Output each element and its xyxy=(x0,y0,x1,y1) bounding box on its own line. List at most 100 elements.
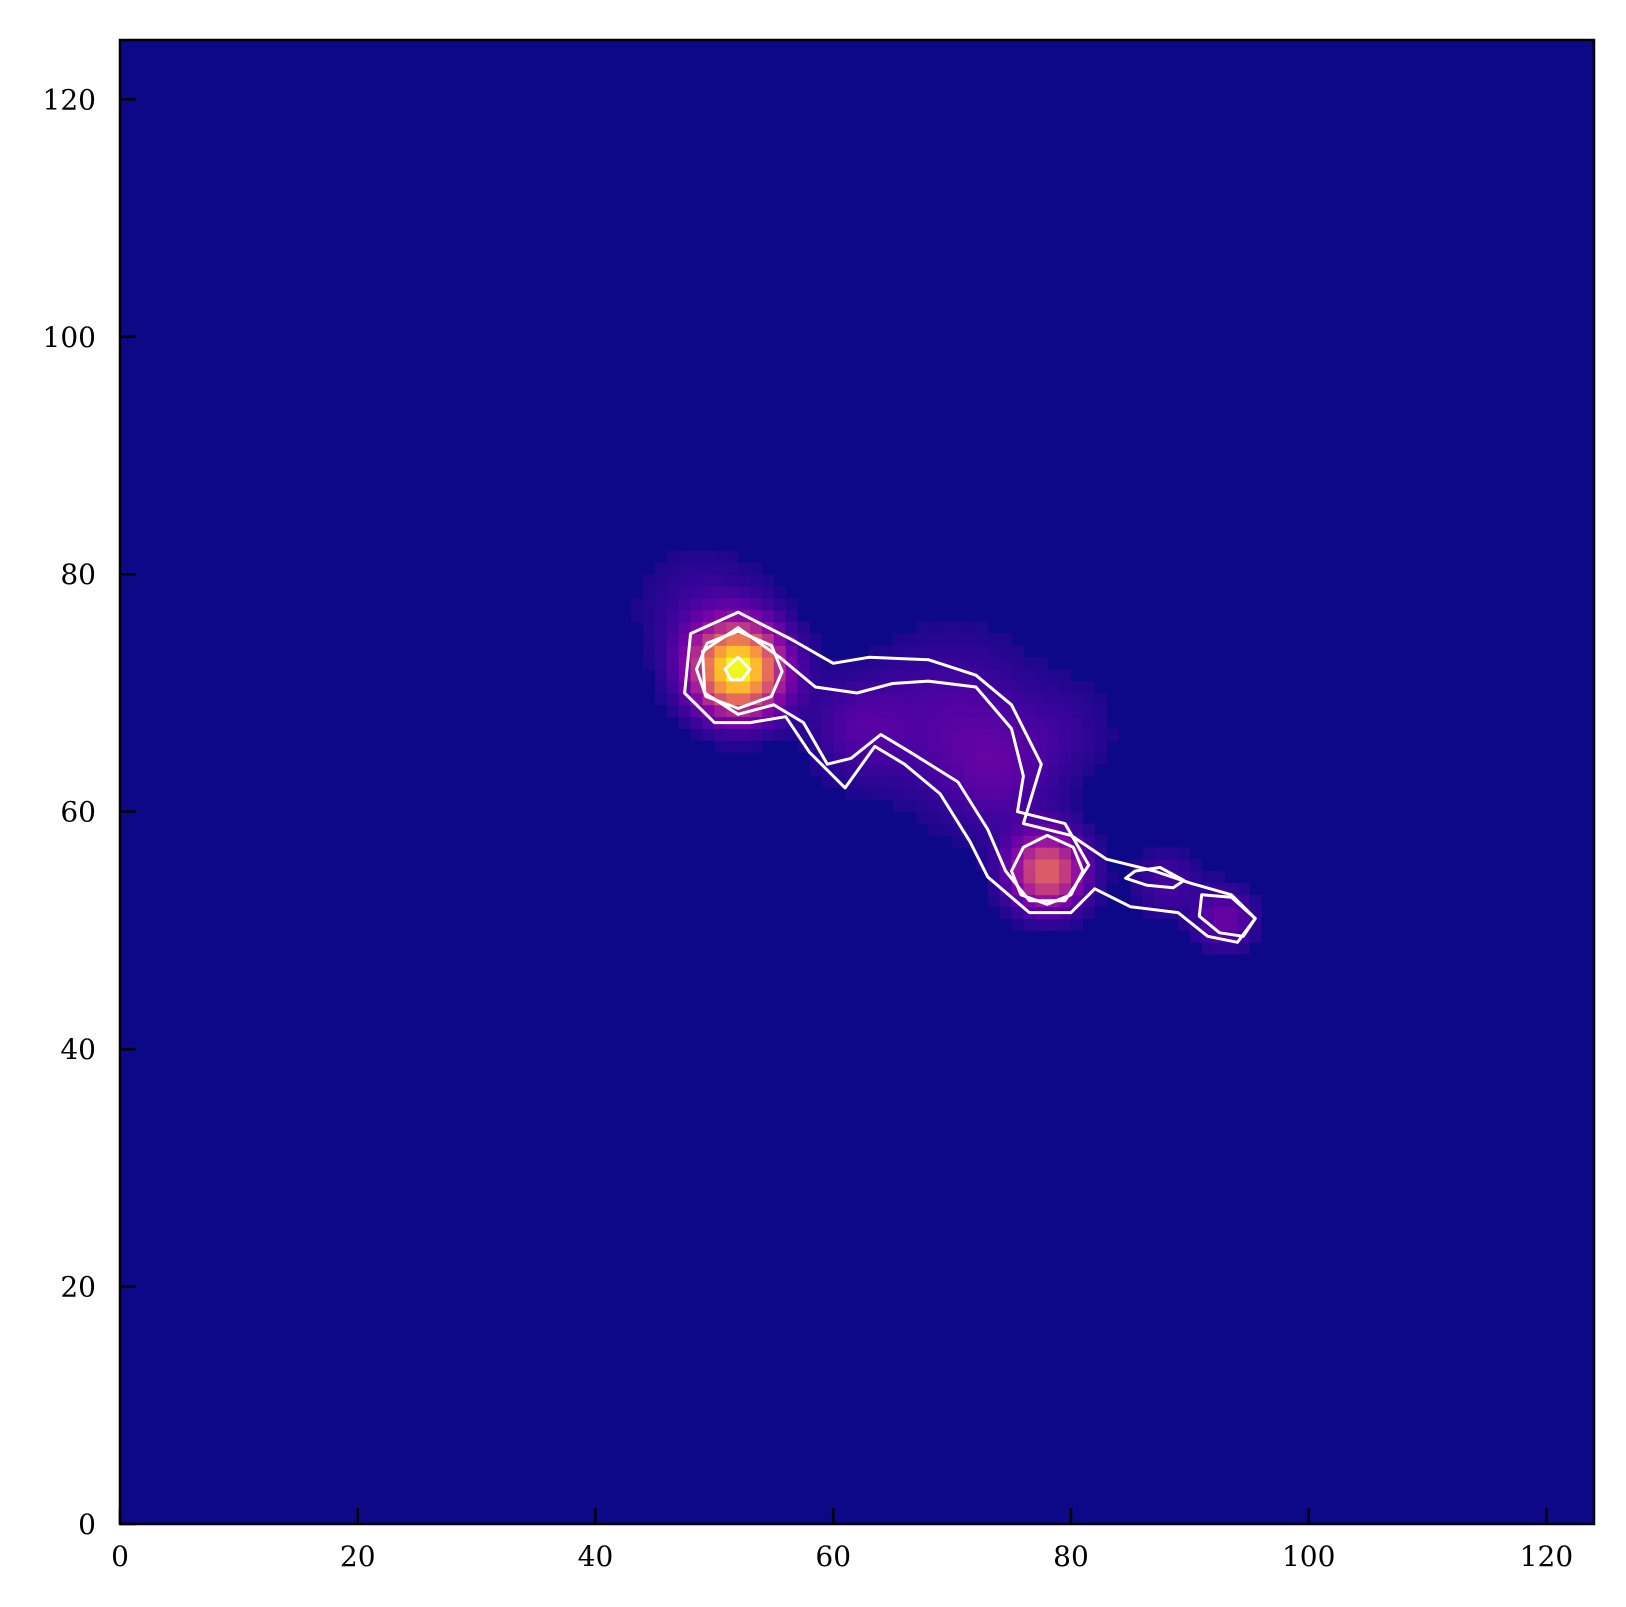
heatmap-cell xyxy=(987,728,1001,741)
heatmap-cell xyxy=(987,633,1001,646)
heatmap-cell xyxy=(714,574,727,587)
heatmap-cell xyxy=(1082,716,1096,729)
heatmap-cell xyxy=(1189,871,1203,884)
heatmap-cell xyxy=(1035,716,1048,729)
heatmap-cell xyxy=(833,692,846,706)
heatmap-cell xyxy=(1177,882,1191,896)
heatmap-cell xyxy=(1130,894,1143,908)
heatmap-cell xyxy=(1070,728,1084,741)
heatmap-cell xyxy=(904,645,917,658)
heatmap-cell xyxy=(643,586,656,599)
heatmap-cell xyxy=(868,764,882,777)
heatmap-cell xyxy=(714,669,727,682)
heatmap-cell xyxy=(1023,716,1036,729)
heatmap-cell xyxy=(738,562,751,575)
heatmap-cell xyxy=(1035,871,1048,884)
y-tick-label: 0 xyxy=(78,1508,96,1541)
heatmap-cell xyxy=(952,692,965,706)
heatmap-cell xyxy=(880,704,894,718)
heatmap-cell xyxy=(821,716,834,729)
heatmap-cell xyxy=(1047,847,1060,860)
heatmap-cell xyxy=(1011,657,1024,670)
heatmap-cell xyxy=(702,550,715,563)
heatmap-cell xyxy=(1059,811,1072,824)
heatmap-cell xyxy=(1070,918,1084,931)
heatmap-cell xyxy=(690,609,703,623)
heatmap-cell xyxy=(975,633,989,646)
heatmap-cell xyxy=(1249,930,1262,943)
heatmap-cell xyxy=(987,811,1001,824)
heatmap-cell xyxy=(643,645,656,658)
heatmap-cell xyxy=(714,704,727,718)
heatmap-cell xyxy=(1035,859,1048,872)
heatmap-cell xyxy=(952,669,965,682)
heatmap-cell xyxy=(1082,692,1096,706)
heatmap-cell xyxy=(1082,871,1096,884)
heatmap-cell xyxy=(702,657,715,670)
heatmap-cell xyxy=(1035,740,1048,753)
heatmap-cell xyxy=(714,586,727,599)
heatmap-cell xyxy=(963,692,977,706)
heatmap-cell xyxy=(987,681,1001,694)
heatmap-cell xyxy=(714,657,727,670)
heatmap-cell xyxy=(678,621,691,634)
heatmap-cell xyxy=(952,728,965,741)
heatmap-cell xyxy=(1023,764,1036,777)
heatmap-cell xyxy=(904,787,917,801)
heatmap-cell xyxy=(1106,728,1119,741)
heatmap-cell xyxy=(999,811,1012,824)
heatmap-cell xyxy=(892,764,905,777)
heatmap-cell xyxy=(1070,776,1084,789)
heatmap-cell xyxy=(738,740,751,753)
y-tick-label: 100 xyxy=(43,321,96,354)
heatmap-cell xyxy=(797,681,810,694)
heatmap-cell xyxy=(952,787,965,801)
heatmap-cell xyxy=(975,740,989,753)
heatmap-cell xyxy=(797,621,810,634)
heatmap-cell xyxy=(892,692,905,706)
heatmap-cell xyxy=(773,597,787,611)
heatmap-cell xyxy=(987,764,1001,777)
heatmap-cell xyxy=(987,704,1001,718)
heatmap-cell xyxy=(738,586,751,599)
heatmap-cell xyxy=(666,609,680,623)
x-tick-label: 40 xyxy=(578,1540,614,1573)
x-axis: 0 20 40 60 80 100 120 xyxy=(111,1508,1573,1573)
heatmap-cell xyxy=(1094,752,1108,765)
heatmap-cell xyxy=(1070,704,1084,718)
heatmap-cell xyxy=(1130,882,1143,896)
heatmap-cell xyxy=(750,657,763,670)
heatmap-cell xyxy=(987,894,1001,908)
heatmap-cell xyxy=(1249,894,1262,908)
heatmap-cell xyxy=(821,669,834,682)
heatmap-cell xyxy=(643,597,656,611)
heatmap-cell xyxy=(1035,669,1048,682)
heatmap-cell xyxy=(761,669,775,682)
heatmap-cell xyxy=(1201,894,1215,908)
heatmap-cell xyxy=(1166,894,1179,908)
heatmap-cell xyxy=(690,681,703,694)
heatmap-cell xyxy=(666,681,680,694)
heatmap-cell xyxy=(928,752,941,765)
heatmap-cell xyxy=(1059,752,1072,765)
heatmap-cell xyxy=(987,645,1001,658)
heatmap-cell xyxy=(975,657,989,670)
heatmap-cell xyxy=(1154,847,1167,860)
heatmap-cell xyxy=(654,586,668,599)
heatmap-cell xyxy=(999,752,1012,765)
heatmap-cell xyxy=(857,669,870,682)
heatmap-cell xyxy=(1213,871,1226,884)
heatmap-cell xyxy=(678,704,691,718)
heatmap-cell xyxy=(845,669,858,682)
heatmap-cell xyxy=(761,657,775,670)
heatmap-cell xyxy=(928,764,941,777)
heatmap-cell xyxy=(999,906,1012,919)
heatmap-cell xyxy=(1201,871,1215,884)
heatmap-cell xyxy=(1142,871,1155,884)
heatmap-cell xyxy=(1047,787,1060,801)
heatmap-cell xyxy=(1059,681,1072,694)
heatmap-cell xyxy=(857,787,870,801)
heatmap-cell xyxy=(1201,942,1215,955)
heatmap-cell xyxy=(1070,823,1084,836)
heatmap-cell xyxy=(916,692,929,706)
